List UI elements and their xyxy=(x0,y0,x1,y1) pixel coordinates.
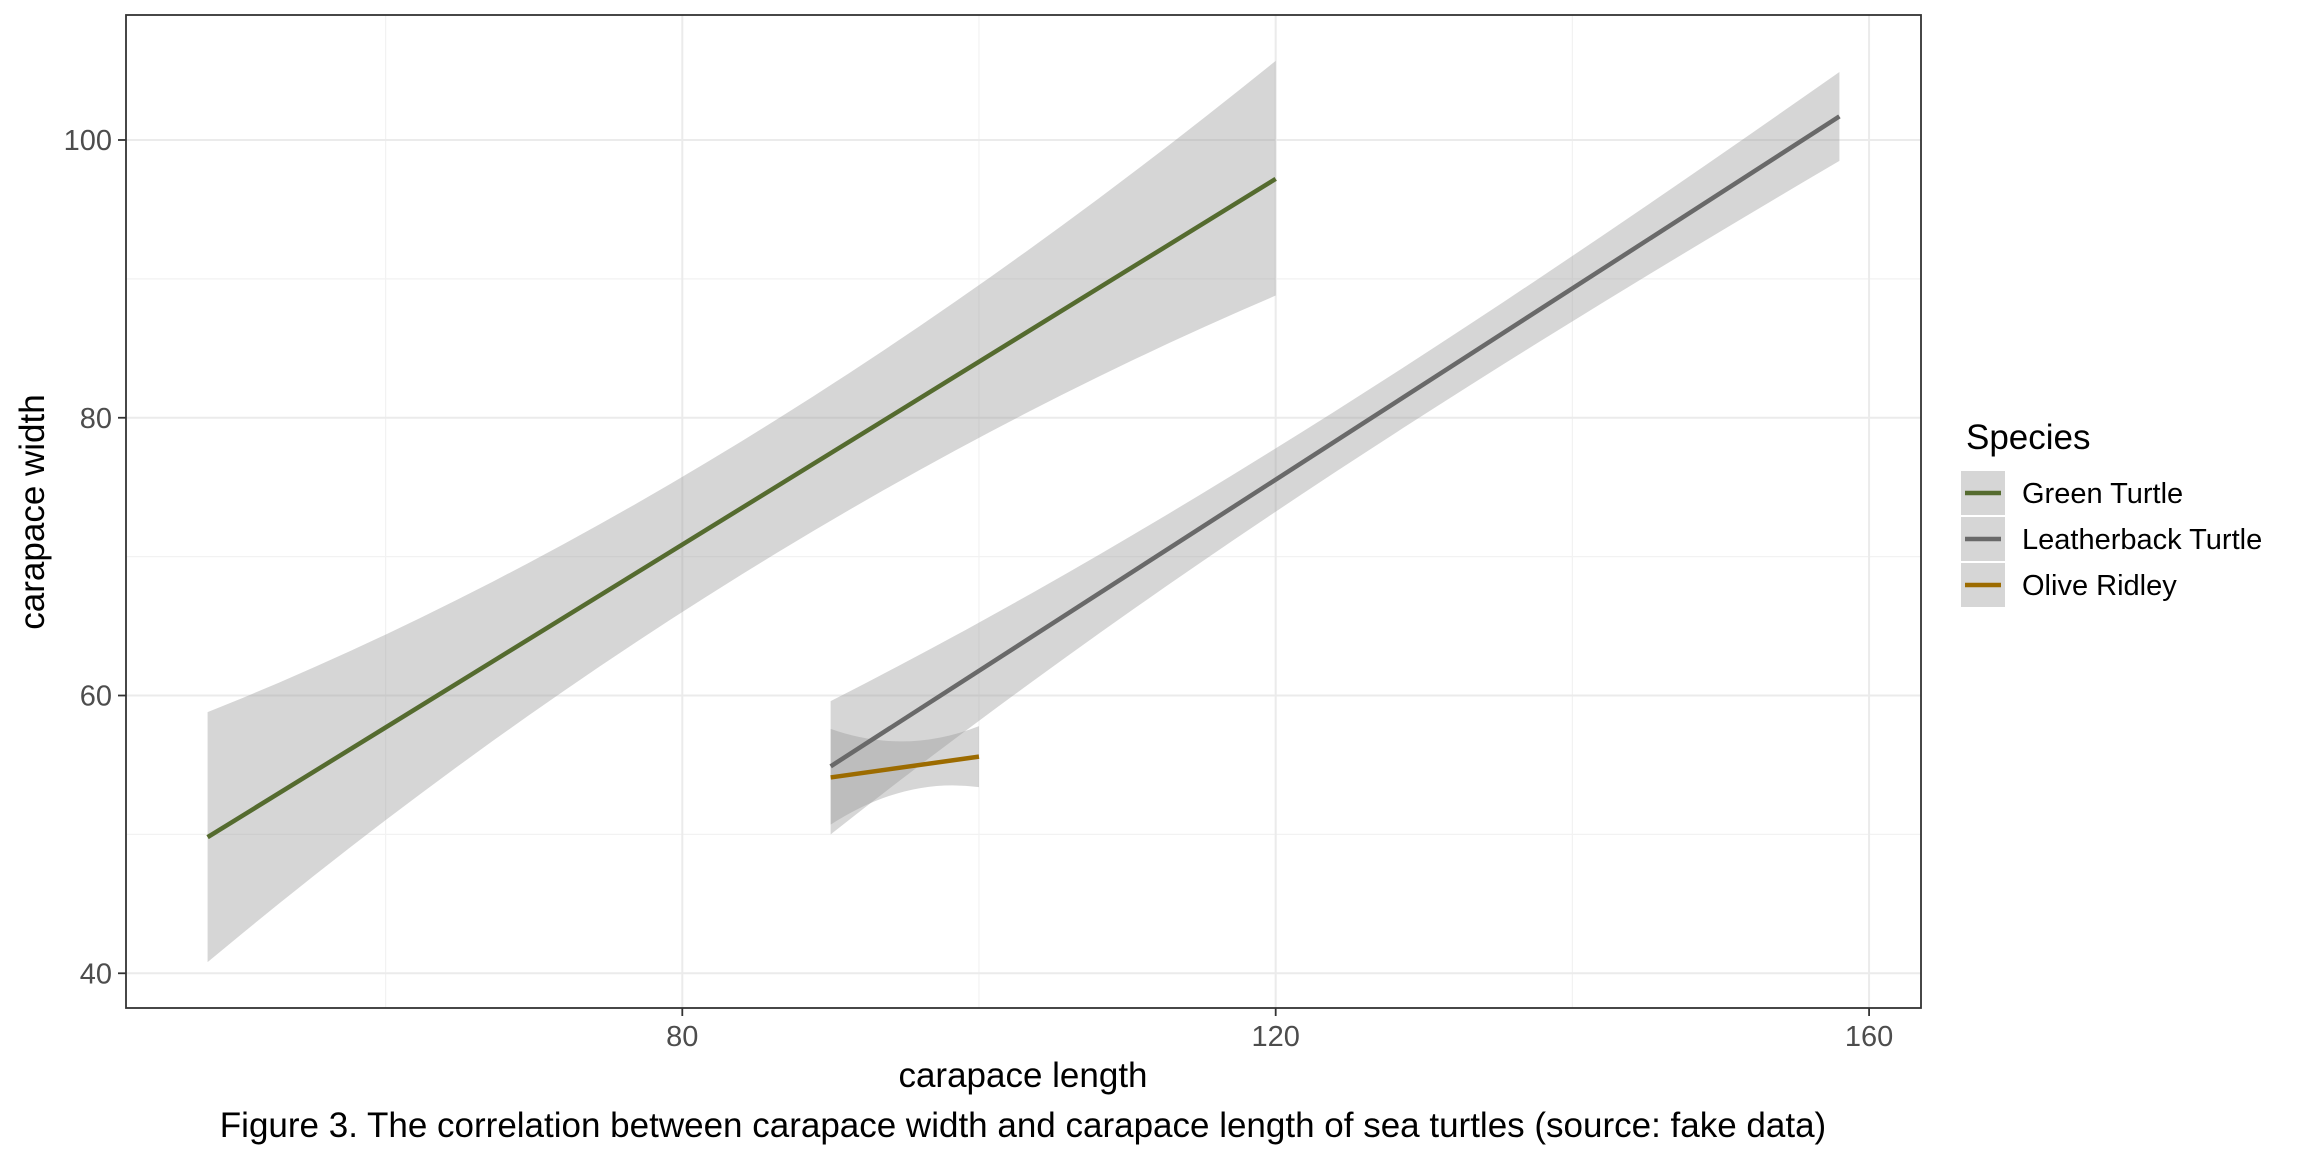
confidence-band xyxy=(830,71,1840,835)
x-axis: 80 120 160 xyxy=(666,1008,1893,1053)
series-line xyxy=(830,754,980,780)
y-tick-label: 100 xyxy=(64,125,112,157)
legend-title: Species xyxy=(1966,418,2091,457)
x-tick-label: 120 xyxy=(1251,1021,1299,1053)
series-line xyxy=(829,114,1841,769)
legend-label: Olive Ridley xyxy=(2022,570,2177,602)
y-axis-title: carapace width xyxy=(13,394,52,629)
confidence-band xyxy=(207,60,1276,963)
confidence-band xyxy=(830,726,979,825)
series-line xyxy=(206,176,1277,840)
y-tick-label: 60 xyxy=(80,681,112,713)
confidence-bands xyxy=(207,60,1840,963)
minor-gridlines xyxy=(126,15,1921,1008)
major-gridlines xyxy=(126,15,1921,1008)
legend-label: Leatherback Turtle xyxy=(2022,524,2262,556)
plot-panel-border xyxy=(125,14,1922,1009)
legend-label: Green Turtle xyxy=(2022,478,2183,510)
x-axis-title: carapace length xyxy=(898,1056,1147,1095)
legend: Species Green Turtle Leatherback Turtle Ol… xyxy=(1961,418,2262,607)
y-tick-label: 40 xyxy=(80,958,112,990)
y-axis: 40 60 80 100 xyxy=(64,125,126,990)
x-tick-label: 160 xyxy=(1845,1021,1893,1053)
plot-background xyxy=(126,15,1921,1008)
y-tick-label: 80 xyxy=(80,403,112,435)
x-tick-label: 80 xyxy=(666,1021,698,1053)
regression-lines xyxy=(206,114,1841,840)
figure-caption: Figure 3. The correlation between carapa… xyxy=(220,1106,1826,1145)
